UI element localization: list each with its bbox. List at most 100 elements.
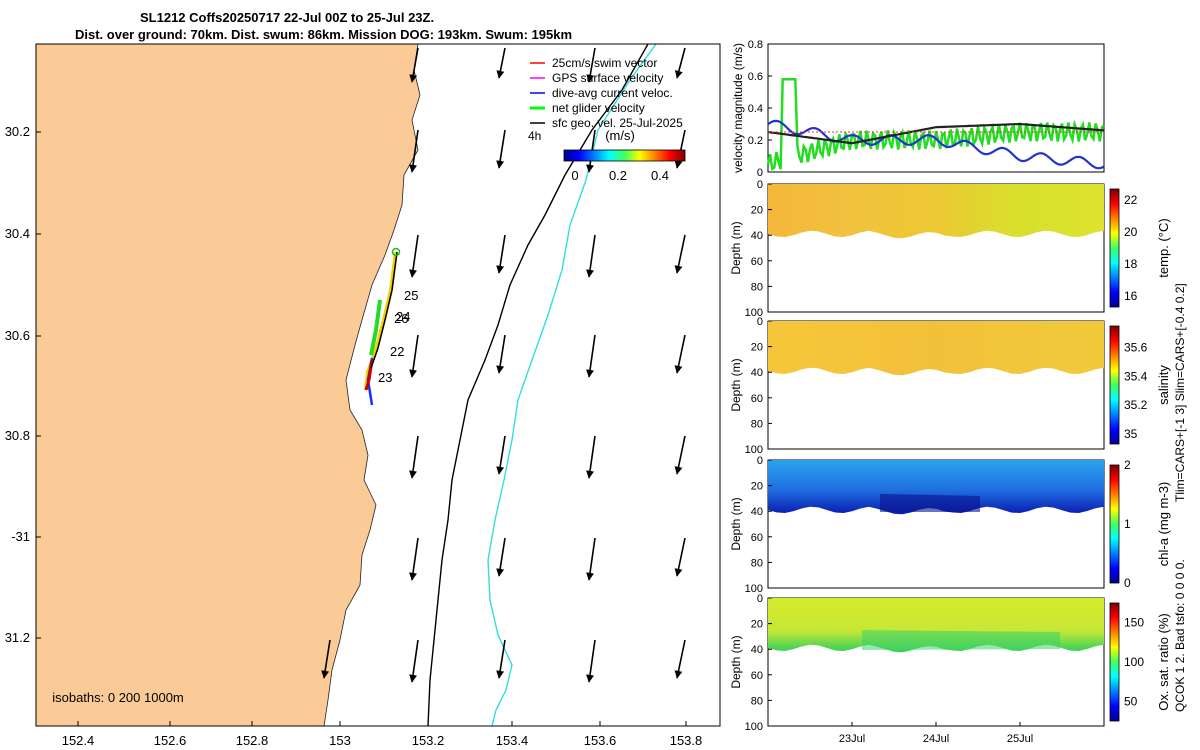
current-arrow-field xyxy=(321,47,686,683)
lon-tick-label: 153.4 xyxy=(496,733,529,748)
day-label: 25 xyxy=(404,288,418,303)
temp-ytick-label: 0 xyxy=(757,179,763,191)
velocity-ytick-label: 0.8 xyxy=(748,39,763,51)
section-salinity: 0 20 40 60 80 100 Depth (m) 35 35.2 35.4 35.6 salin… xyxy=(729,316,1171,456)
current-arrow xyxy=(586,234,596,278)
current-arrow xyxy=(586,47,596,83)
colorbar-4h-label: 4h xyxy=(528,129,541,143)
salinity-colorbar-tick: 35.2 xyxy=(1124,398,1148,412)
legend-label: sfc geo. vel. 25-Jul-2025 xyxy=(552,116,683,130)
chla-ytick-label: 100 xyxy=(745,583,763,595)
lat-tick-label: 30.8 xyxy=(5,428,30,443)
lat-tick-label: 30.2 xyxy=(5,124,30,139)
legend-label: dive-avg current veloc. xyxy=(552,86,673,100)
speed-colorbar xyxy=(563,149,686,162)
salinity-ytick-label: 100 xyxy=(745,444,763,456)
chla-ytick-label: 60 xyxy=(751,532,763,544)
colorbar-tick-label: 0 xyxy=(571,168,578,183)
isobath-200 xyxy=(427,43,649,727)
temp-colorbar-label: temp. (°C) xyxy=(1156,218,1171,277)
lon-ticks: 152.4 152.6 152.8 153 153.2 153.4 153.6 153.8 xyxy=(62,721,703,748)
oxsat-colorbar-tick: 100 xyxy=(1124,655,1144,669)
current-arrow xyxy=(496,435,506,475)
time-xticks: 23Jul 24Jul 25Jul xyxy=(839,722,1033,745)
glider-path-black xyxy=(370,251,398,369)
lat-tick-label: 30.4 xyxy=(5,226,30,241)
temp-colorbar xyxy=(1109,188,1120,308)
temp-colorbar-tick: 16 xyxy=(1124,289,1138,303)
salinity-ytick-label: 40 xyxy=(751,367,763,379)
lat-ticks: 30.2 30.4 30.6 30.8 -31 31.2 xyxy=(5,124,41,645)
oxsat-ytick-label: 100 xyxy=(745,721,763,733)
current-arrow xyxy=(409,129,419,173)
chla-data-field xyxy=(768,460,1104,515)
lon-tick-label: 152.8 xyxy=(236,733,269,748)
day-label: 26 xyxy=(394,311,408,326)
oxsat-ytick-label: 0 xyxy=(757,593,763,605)
salinity-colorbar-tick: 35 xyxy=(1124,427,1138,441)
temp-ytick-label: 60 xyxy=(751,256,763,268)
salinity-colorbar-tick: 35.6 xyxy=(1124,341,1148,355)
salinity-ytick-label: 80 xyxy=(751,418,763,430)
salinity-ytick-label: 20 xyxy=(751,342,763,354)
velocity-ytick-label: 0.2 xyxy=(748,135,763,147)
lon-tick-label: 153 xyxy=(329,733,351,748)
chla-colorbar xyxy=(1109,464,1120,584)
current-arrow xyxy=(496,47,506,79)
legend-label: GPS surface velocity xyxy=(552,71,663,85)
time-xtick-label: 25Jul xyxy=(1007,733,1033,745)
lon-tick-label: 152.6 xyxy=(154,733,187,748)
current-arrow xyxy=(586,334,596,378)
temp-ytick-label: 80 xyxy=(751,281,763,293)
current-arrow xyxy=(674,334,686,374)
colorbar-tick-label: 0.2 xyxy=(609,168,627,183)
velocity-ytick-label: 0 xyxy=(757,167,763,179)
chla-ytick-label: 20 xyxy=(751,481,763,493)
salinity-colorbar xyxy=(1109,325,1120,445)
current-arrow xyxy=(674,234,686,274)
current-arrow xyxy=(409,435,419,479)
current-arrow xyxy=(496,639,506,679)
oxsat-low-layer xyxy=(862,630,1060,650)
current-arrow xyxy=(586,435,596,479)
current-arrow xyxy=(674,435,686,475)
current-arrow xyxy=(674,129,686,169)
day-label: 22 xyxy=(390,344,404,359)
legend-label: net glider velocity xyxy=(552,101,645,115)
current-arrow xyxy=(496,129,506,169)
velocity-yticks: 0 0.2 0.4 0.6 0.8 xyxy=(748,39,772,179)
current-arrow xyxy=(409,334,419,378)
oxsat-colorbar-tick: 50 xyxy=(1124,694,1138,708)
temp-ylabel: Depth (m) xyxy=(729,221,743,274)
section-chla: 0 20 40 60 80 100 Depth (m) 0 1 2 chl-a (mg m-3) xyxy=(729,455,1171,595)
speed-colorbar-ticks: 0 0.2 0.4 xyxy=(571,168,669,183)
salinity-colorbar-tick: 35.4 xyxy=(1124,369,1148,383)
temp-ytick-label: 100 xyxy=(745,307,763,319)
temp-ytick-label: 40 xyxy=(751,230,763,242)
chla-colorbar-label: chl-a (mg m-3) xyxy=(1156,482,1171,567)
oxsat-ytick-label: 60 xyxy=(751,670,763,682)
day-label: 24 xyxy=(396,309,410,324)
legend-label: 25cm/s swim vector xyxy=(552,56,657,70)
chla-deep-layer xyxy=(880,494,980,512)
lon-tick-label: 153.2 xyxy=(412,733,445,748)
salinity-data-field xyxy=(768,321,1104,376)
chla-ylabel: Depth (m) xyxy=(729,497,743,550)
velocity-series xyxy=(766,77,1105,171)
lon-tick-label: 152.4 xyxy=(62,733,95,748)
glider-path-green xyxy=(369,299,382,356)
glider-track xyxy=(364,247,401,406)
lon-tick-label: 153.8 xyxy=(670,733,703,748)
oxsat-colorbar-tick: 150 xyxy=(1124,616,1144,630)
chla-ytick-label: 80 xyxy=(751,557,763,569)
current-arrow xyxy=(496,234,506,274)
current-arrow xyxy=(409,537,419,581)
velocity-ytick-label: 0.6 xyxy=(748,71,763,83)
day-label: 23 xyxy=(378,370,392,385)
time-xtick-label: 23Jul xyxy=(839,733,865,745)
lon-tick-label: 153.6 xyxy=(584,733,617,748)
side-note-limits: Tlim=CARS+[-1 3] Slim=CARS+[-0.4 0.2] xyxy=(1173,283,1187,502)
chla-ytick-label: 40 xyxy=(751,506,763,518)
current-arrow xyxy=(409,234,419,278)
